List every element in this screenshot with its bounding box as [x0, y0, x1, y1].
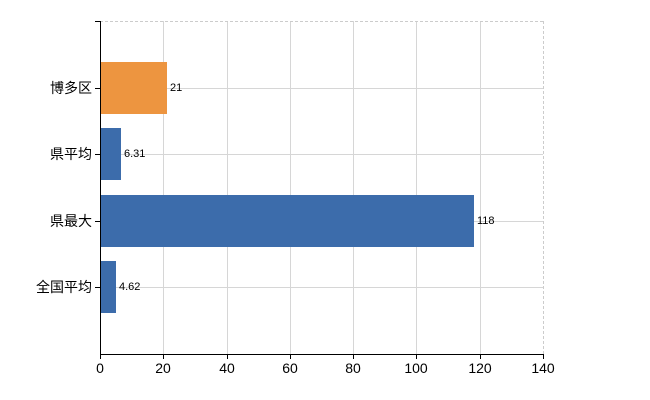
- x-axis-tick: [480, 355, 481, 359]
- bar: [101, 261, 116, 313]
- category-label: 県平均: [50, 146, 92, 162]
- vertical-gridline: [163, 21, 165, 354]
- x-tick-label: 140: [531, 360, 555, 376]
- vertical-gridline: [226, 21, 228, 354]
- x-axis-tick: [353, 355, 354, 359]
- value-label: 118: [477, 215, 495, 227]
- x-tick-label: 100: [404, 360, 428, 376]
- x-tick-label: 40: [219, 360, 235, 376]
- category-tick: [95, 88, 100, 89]
- x-tick-label: 60: [282, 360, 298, 376]
- x-axis-tick: [416, 355, 417, 359]
- vertical-gridline: [289, 21, 291, 354]
- x-axis-tick: [100, 355, 101, 359]
- category-label: 県最大: [50, 213, 92, 229]
- x-tick-label: 20: [155, 360, 171, 376]
- horizontal-gridline: [100, 154, 543, 155]
- x-axis-line: [100, 354, 544, 355]
- y-axis-tick: [95, 21, 100, 22]
- horizontal-gridline: [100, 287, 543, 288]
- category-label: 博多区: [50, 80, 92, 96]
- x-axis-tick: [290, 355, 291, 359]
- category-label: 全国平均: [36, 279, 92, 295]
- x-tick-label: 120: [468, 360, 492, 376]
- category-tick: [95, 154, 100, 155]
- value-label: 6.31: [124, 148, 146, 160]
- value-label: 4.62: [119, 281, 141, 293]
- bar: [101, 62, 167, 114]
- x-axis-tick: [163, 355, 164, 359]
- value-label: 21: [170, 82, 183, 94]
- bar: [101, 128, 121, 180]
- y-axis-line: [100, 21, 101, 355]
- vertical-gridline: [416, 21, 418, 354]
- x-axis-tick: [227, 355, 228, 359]
- category-tick: [95, 287, 100, 288]
- x-tick-label: 0: [96, 360, 104, 376]
- horizontal-gridline: [100, 88, 543, 89]
- x-axis-tick: [543, 355, 544, 359]
- bar: [101, 195, 474, 247]
- category-tick: [95, 221, 100, 222]
- vertical-gridline: [479, 21, 481, 354]
- vertical-gridline: [353, 21, 355, 354]
- x-tick-label: 80: [345, 360, 361, 376]
- plot-border-right: [543, 21, 544, 354]
- plot-border-top: [100, 21, 543, 22]
